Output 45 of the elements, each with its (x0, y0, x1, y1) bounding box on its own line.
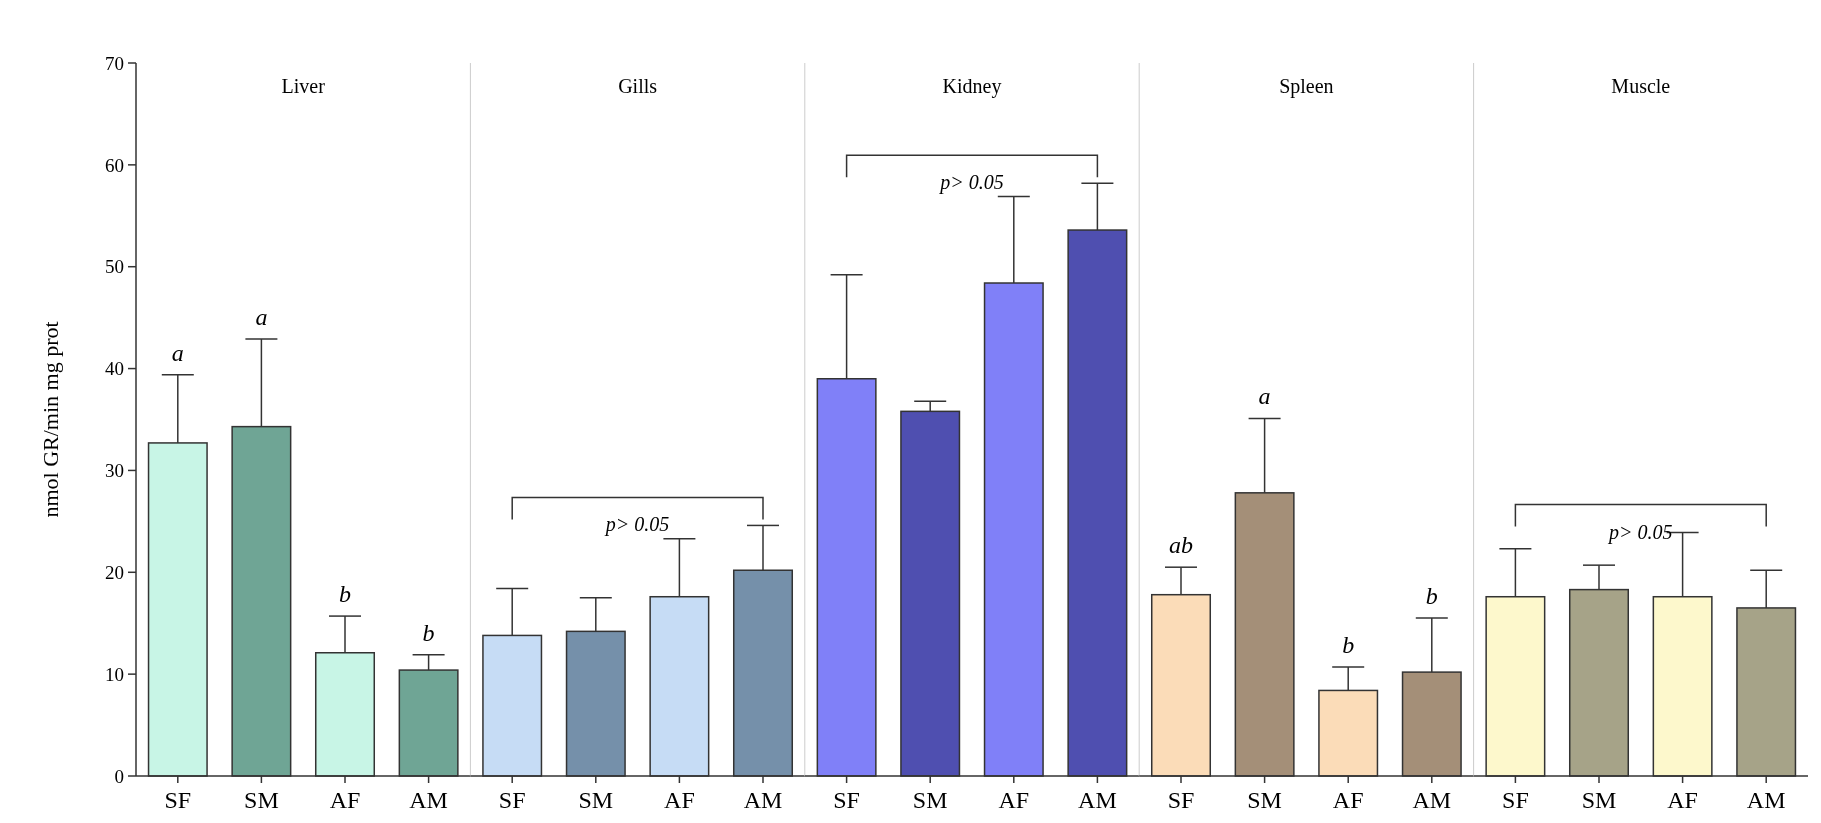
y-tick-label: 70 (105, 52, 124, 74)
text: Spleen (1279, 75, 1334, 98)
annotation: b (422, 619, 435, 646)
x-tick-label: SF (833, 787, 860, 813)
y-tick-label: 50 (105, 256, 124, 278)
x-tick-label: AM (1746, 787, 1786, 813)
x-tick-label: SM (1581, 787, 1617, 813)
annotation: p> 0.05 (603, 513, 670, 537)
text: Kidney (942, 75, 1002, 98)
annotation: p> 0.05 (1607, 520, 1673, 544)
y-tick-label: 20 (105, 561, 124, 583)
y-tick-label: 0 (114, 765, 124, 787)
x-tick-label: SM (578, 787, 614, 813)
annotation: b (339, 581, 351, 608)
annotation: b (1342, 632, 1355, 659)
x-tick-label: AF (998, 787, 1030, 813)
y-tick-label: 10 (105, 663, 124, 685)
x-tick-label: SF (1502, 787, 1529, 813)
text: Muscle (1611, 75, 1671, 97)
x-tick-label: SF (498, 787, 526, 813)
x-tick-label: SM (912, 787, 948, 813)
annotation: a (1258, 383, 1271, 410)
y-tick-label: 30 (105, 460, 124, 482)
text: Liver (281, 75, 326, 97)
x-tick-label: SM (1247, 787, 1282, 813)
annotation: b (1425, 583, 1438, 610)
x-tick-label: AF (664, 787, 695, 813)
x-tick-label: SF (164, 787, 192, 813)
y-axis-title: nmol GR/min mg prot (38, 321, 63, 518)
x-tick-label: AF (329, 787, 361, 813)
y-tick-label: 40 (105, 358, 124, 380)
annotation: p> 0.05 (938, 171, 1004, 195)
text: Gills (618, 75, 658, 97)
annotation: a (255, 304, 268, 331)
x-tick-label: AM (1412, 787, 1452, 813)
x-tick-label: AM (1078, 787, 1117, 813)
x-tick-label: SF (1167, 787, 1195, 813)
annotation: a (171, 339, 184, 366)
x-tick-label: AM (409, 787, 448, 813)
y-tick-label: 60 (105, 154, 124, 176)
x-tick-label: AF (1667, 787, 1698, 813)
annotation: ab (1169, 532, 1193, 559)
x-tick-label: SM (244, 787, 279, 813)
x-tick-label: AM (743, 787, 783, 813)
x-tick-label: AF (1332, 787, 1364, 813)
